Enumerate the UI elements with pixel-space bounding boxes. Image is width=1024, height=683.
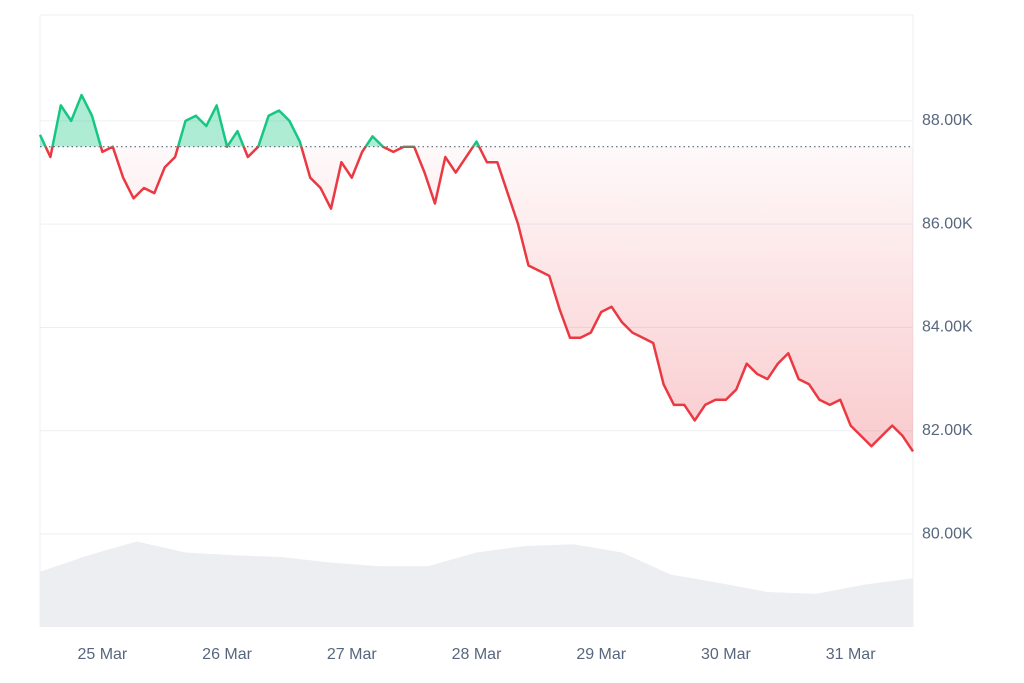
price-line (38, 93, 915, 453)
x-tick-label: 27 Mar (327, 646, 377, 663)
x-tick-label: 29 Mar (576, 646, 626, 663)
y-tick-label: 88.00K (922, 112, 973, 129)
x-tick-label: 28 Mar (452, 646, 502, 663)
x-tick-label: 30 Mar (701, 646, 751, 663)
y-tick-label: 80.00K (922, 525, 973, 542)
y-tick-label: 82.00K (922, 422, 973, 439)
x-tick-label: 31 Mar (826, 646, 876, 663)
y-tick-label: 84.00K (922, 319, 973, 336)
volume-area (40, 541, 913, 627)
price-area (40, 95, 913, 452)
x-tick-label: 25 Mar (77, 646, 127, 663)
x-tick-label: 26 Mar (202, 646, 252, 663)
y-tick-label: 86.00K (922, 215, 973, 232)
